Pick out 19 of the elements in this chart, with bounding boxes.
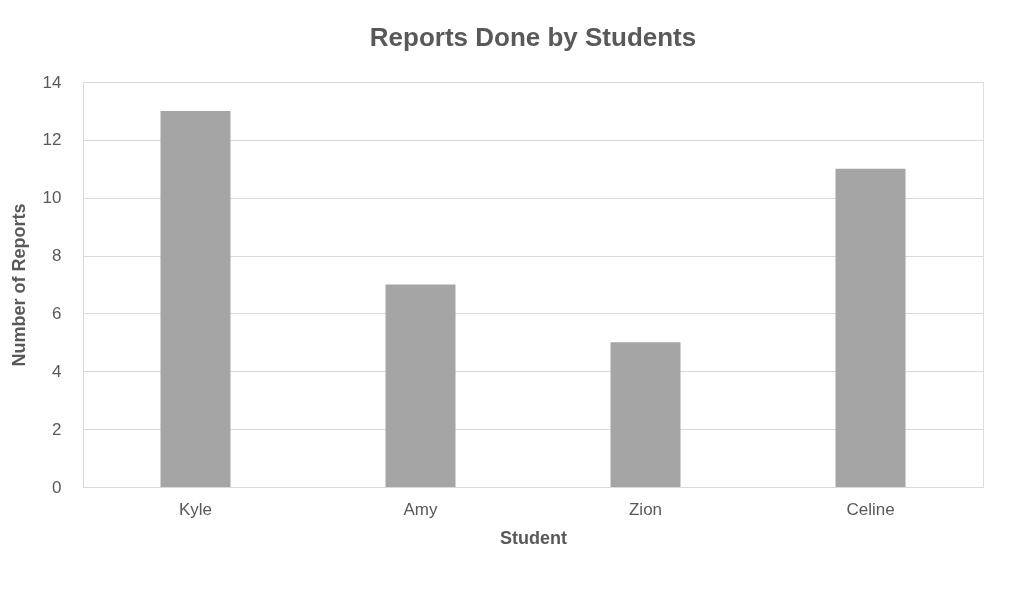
y-tick-label: 6 (52, 303, 62, 323)
x-tick-label: Amy (403, 499, 438, 519)
y-tick-label: 12 (42, 130, 62, 150)
y-tick-label: 14 (42, 72, 62, 92)
x-tick-label: Kyle (178, 499, 213, 519)
y-tick-label: 8 (52, 246, 62, 266)
bar (385, 284, 456, 487)
x-tick-label: Celine (846, 499, 895, 519)
y-axis-title: Number of Reports (8, 203, 29, 367)
y-tick-label: 4 (52, 361, 62, 381)
y-tick-label: 2 (52, 419, 62, 439)
y-tick-label: 0 (52, 477, 62, 497)
y-tick-label: 10 (42, 188, 62, 208)
chart-title: Reports Done by Students (369, 22, 697, 52)
bar (610, 342, 681, 487)
bar (160, 110, 231, 487)
bar (835, 168, 906, 487)
x-axis-title: Student (500, 527, 567, 548)
x-tick-label: Zion (628, 499, 663, 519)
